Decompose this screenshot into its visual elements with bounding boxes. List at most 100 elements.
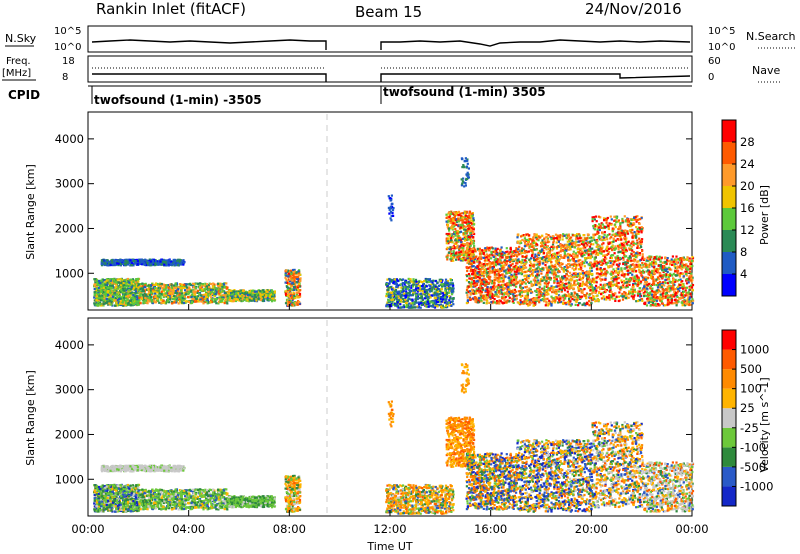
echo-cell [180, 289, 183, 292]
echo-cell [457, 230, 460, 233]
echo-cell [132, 281, 135, 284]
echo-cell [469, 236, 472, 239]
echo-cell [133, 295, 136, 298]
cpid-segment-2: twofsound (1-min) 3505 [383, 85, 546, 99]
echo-cell [427, 280, 430, 283]
echo-cell [284, 290, 287, 293]
echo-cell [158, 294, 161, 297]
echo-cell [100, 264, 104, 267]
echo-cell [136, 300, 139, 303]
echo-cell [208, 286, 211, 289]
echo-cell [503, 252, 506, 255]
echo-cell [178, 286, 181, 289]
echo-cell [493, 279, 496, 282]
echo-cell [163, 294, 166, 297]
echo-cell [110, 303, 113, 306]
echo-cell [198, 282, 202, 285]
echo-cell [262, 299, 265, 303]
nsky-rtick-bottom: 10^0 [708, 42, 735, 53]
echo-cell [155, 262, 158, 265]
echo-cell [265, 290, 268, 293]
echo-cell [147, 286, 151, 289]
echo-cell [114, 282, 117, 286]
echo-cell [419, 302, 422, 305]
echo-cell [497, 276, 500, 279]
echo-cell [448, 235, 451, 238]
echo-cell [473, 256, 476, 259]
echo-cell [222, 283, 226, 286]
echo-cell [224, 292, 227, 295]
echo-cell [113, 292, 116, 295]
echo-cell [242, 295, 245, 298]
echo-cell [401, 294, 405, 297]
echo-cell [169, 293, 172, 296]
echo-cell [116, 262, 119, 265]
echo-cell [94, 278, 97, 281]
echo-cell [100, 299, 103, 302]
echo-cell [112, 299, 115, 302]
echo-cell [144, 258, 147, 261]
echo-cell [466, 246, 470, 249]
echo-cell [390, 291, 393, 294]
echo-cell [125, 295, 128, 298]
echo-cell [200, 289, 203, 293]
echo-cell [139, 302, 142, 305]
echo-cell [457, 224, 460, 227]
echo-cell [438, 292, 442, 295]
echo-cell [411, 283, 414, 286]
echo-cell [137, 277, 140, 280]
echo-cell [449, 237, 453, 240]
echo-cell [125, 292, 128, 295]
echo-cell [120, 303, 123, 307]
echo-cell [165, 262, 168, 265]
echo-cell [100, 291, 103, 294]
echo-cell [228, 289, 231, 292]
echo-cell [175, 263, 178, 266]
echo-cell [198, 292, 201, 296]
echo-cell [104, 295, 108, 298]
echo-cell [428, 278, 431, 281]
echo-cell [146, 261, 149, 265]
echo-cell [231, 297, 234, 300]
echo-cell [119, 278, 122, 281]
echo-cell [399, 278, 402, 281]
echo-cell [106, 290, 109, 293]
echo-cell [176, 260, 179, 264]
cpid-label: CPID [8, 88, 40, 102]
echo-cell [419, 292, 422, 295]
echo-cell [460, 226, 463, 229]
echo-cell [476, 289, 479, 292]
echo-cell [181, 261, 184, 264]
echo-cell [420, 295, 423, 298]
echo-cell [414, 298, 418, 301]
echo-cell [450, 212, 453, 216]
echo-cell [464, 221, 467, 224]
echo-cell [142, 300, 145, 303]
echo-cell [401, 291, 404, 294]
echo-cell [179, 299, 182, 302]
echo-cell [154, 290, 157, 293]
echo-cell [470, 288, 473, 291]
echo-cell [192, 286, 195, 289]
echo-cell [424, 289, 427, 292]
echo-cell [484, 247, 487, 250]
echo-cell [201, 283, 204, 286]
echo-cell [440, 305, 443, 308]
echo-cell [254, 293, 257, 296]
echo-cell [129, 278, 132, 281]
echo-cell [266, 297, 269, 300]
echo-cell [192, 282, 195, 285]
echo-cell [165, 290, 169, 293]
echo-cell [457, 220, 460, 223]
echo-cell [464, 226, 467, 229]
echo-cell [287, 272, 290, 275]
echo-cell [122, 298, 125, 302]
echo-cell [455, 258, 458, 261]
echo-cell [231, 293, 234, 296]
echo-cell [462, 251, 465, 254]
freq-label-top: Freq. [6, 56, 31, 67]
echo-cell [444, 285, 447, 288]
echo-cell [95, 287, 98, 290]
